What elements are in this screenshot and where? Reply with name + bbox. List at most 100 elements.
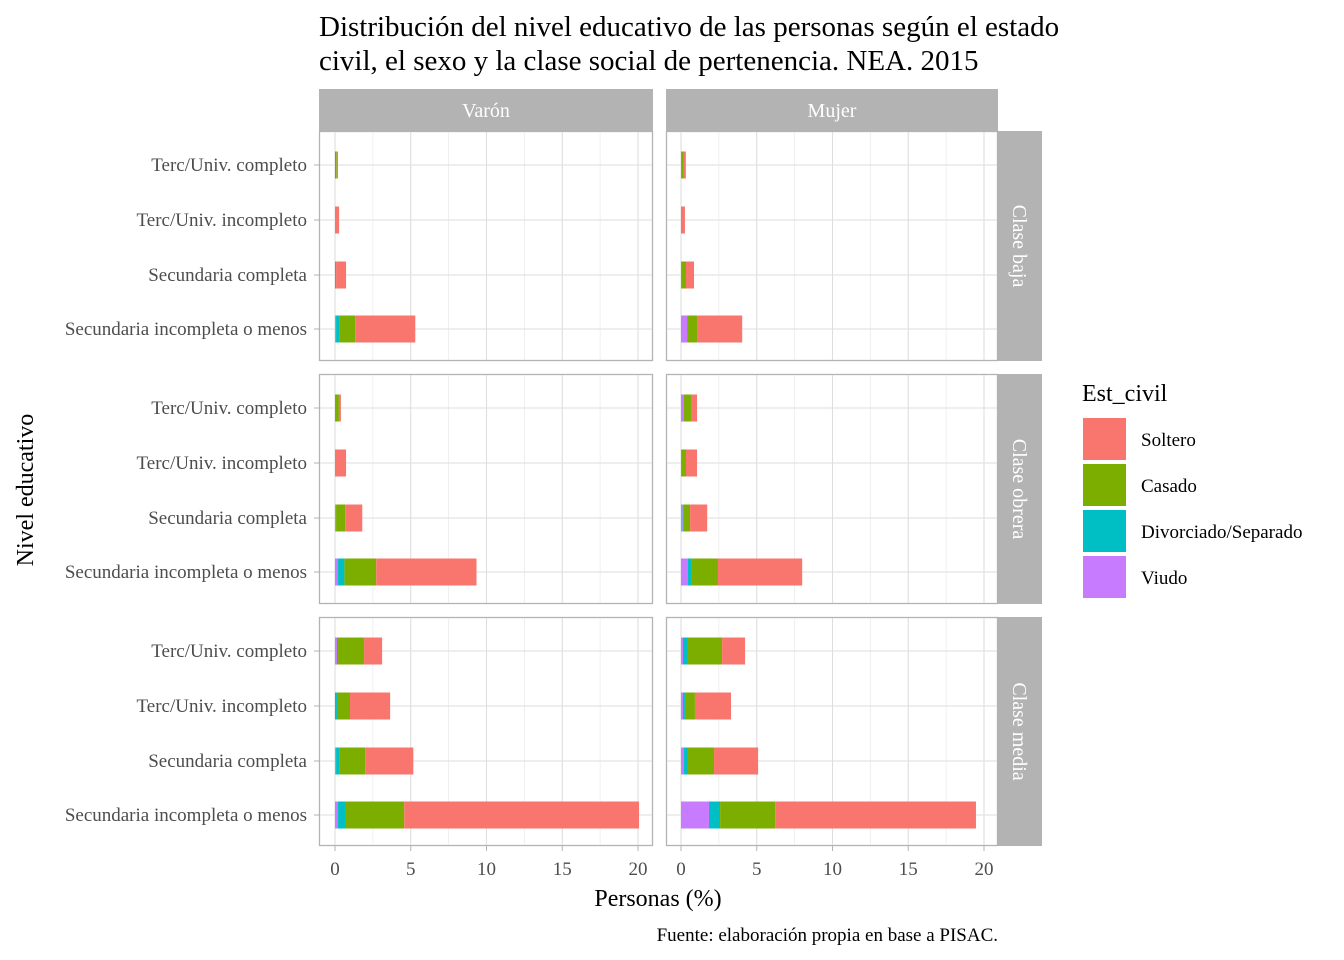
bar-segment-casado <box>338 637 365 665</box>
bar-segment-soltero <box>355 315 416 343</box>
x-tick-label: 5 <box>406 859 416 880</box>
caption: Fuente: elaboración propia en base a PIS… <box>657 925 998 946</box>
legend-key-viudo <box>1083 556 1126 598</box>
bar-segment-casado <box>683 504 691 532</box>
bar-segment-casado <box>339 315 356 343</box>
bar-segment-divorciado-separado <box>335 692 337 720</box>
x-tick-label: 15 <box>553 859 572 880</box>
bar-segment-casado <box>681 449 686 477</box>
bar-segment-divorciado-separado <box>338 801 345 829</box>
bar-segment-viudo <box>681 394 685 422</box>
bar-segment-soltero <box>335 449 347 477</box>
y-tick-label: Secundaria completa <box>148 265 307 286</box>
bar-segment-casado <box>681 261 686 289</box>
bar-segment-divorciado-separado <box>709 801 721 829</box>
bar-segment-divorciado-separado <box>336 315 340 343</box>
y-tick-label: Secundaria incompleta o menos <box>65 319 307 340</box>
bar-segment-soltero <box>683 151 686 179</box>
bar-segment-divorciado-separado <box>336 747 340 775</box>
bar-segment-viudo <box>335 637 337 665</box>
facet-strip-column <box>319 89 653 131</box>
y-tick-label: Secundaria incompleta o menos <box>65 562 307 583</box>
bar-segment-casado <box>687 747 715 775</box>
bar-segment-divorciado-separado <box>687 558 692 586</box>
bar-segment-soltero <box>681 206 685 234</box>
bar-segment-soltero <box>722 637 746 665</box>
bar-segment-viudo <box>681 747 685 775</box>
legend-title: Est_civil <box>1082 381 1168 407</box>
bar-segment-soltero <box>345 504 363 532</box>
bar-segment-casado <box>336 151 337 179</box>
bar-segment-casado <box>339 747 366 775</box>
bar-segment-soltero <box>714 747 759 775</box>
facet-strip-label: Clase baja <box>1008 205 1030 288</box>
y-tick-label: Secundaria completa <box>148 751 307 772</box>
bar-segment-soltero <box>365 747 414 775</box>
bar-segment-soltero <box>376 558 477 586</box>
bar-segment-soltero <box>697 315 743 343</box>
bar-segment-casado <box>336 504 346 532</box>
bar-segment-viudo <box>681 315 688 343</box>
bar-segment-soltero <box>338 394 341 422</box>
bar-segment-casado <box>687 637 723 665</box>
facet-strip-label: Mujer <box>808 100 857 122</box>
y-tick-label: Terc/Univ. completo <box>151 641 307 662</box>
bar-segment-casado <box>684 394 691 422</box>
bar-segment-casado <box>687 315 698 343</box>
bar-segment-casado <box>336 692 350 720</box>
bar-segment-viudo <box>681 692 683 720</box>
bar-segment-divorciado-separado <box>335 151 337 179</box>
legend-key-casado <box>1083 464 1126 506</box>
chart-title-line: civil, el sexo y la clase social de pert… <box>319 45 979 77</box>
bar-segment-viudo <box>681 637 683 665</box>
bar-segment-casado <box>681 206 682 234</box>
legend-key-divorciado-separado <box>1083 510 1126 552</box>
y-tick-label: Terc/Univ. incompleto <box>137 453 308 474</box>
x-tick-label: 5 <box>752 859 762 880</box>
bar-segment-viudo <box>681 801 710 829</box>
bar-segment-divorciado-separado <box>681 151 682 179</box>
y-tick-label: Terc/Univ. incompleto <box>137 696 308 717</box>
y-axis-title: Nivel educativo <box>13 414 39 567</box>
bar-segment-divorciado-separado <box>682 692 685 720</box>
x-axis-title: Personas (%) <box>594 886 721 912</box>
chart-title-line: Distribución del nivel educativo de las … <box>319 11 1059 43</box>
bar-segment-soltero <box>335 206 340 234</box>
y-tick-label: Terc/Univ. incompleto <box>137 210 308 231</box>
bar-segment-casado <box>335 394 339 422</box>
bar-segment-viudo <box>335 504 337 532</box>
x-tick-label: 20 <box>975 859 994 880</box>
x-tick-label: 10 <box>477 859 496 880</box>
bar-segment-divorciado-separado <box>681 449 682 477</box>
x-tick-label: 0 <box>330 859 340 880</box>
bar-segment-divorciado-separado <box>338 558 345 586</box>
bar-segment-soltero <box>364 637 383 665</box>
facet-strip-row <box>998 131 1042 361</box>
bar-segment-divorciado-separado <box>684 747 688 775</box>
bar-segment-viudo <box>681 558 688 586</box>
x-tick-label: 0 <box>676 859 686 880</box>
bar-segment-divorciado-separado <box>336 637 339 665</box>
bar-segment-casado <box>335 261 337 289</box>
bar-segment-casado <box>720 801 776 829</box>
facet-strip-label: Clase media <box>1008 682 1030 780</box>
bar-segment-soltero <box>694 692 731 720</box>
bar-segment-soltero <box>349 692 391 720</box>
bar-segment-soltero <box>404 801 640 829</box>
bar-segment-casado <box>691 558 718 586</box>
facet-strip-label: Varón <box>462 100 510 122</box>
bar-segment-soltero <box>775 801 976 829</box>
bar-segment-divorciado-separado <box>682 504 684 532</box>
legend-label: Soltero <box>1141 430 1196 451</box>
y-tick-label: Terc/Univ. completo <box>151 155 307 176</box>
legend-label: Divorciado/Separado <box>1141 522 1302 543</box>
y-tick-label: Terc/Univ. completo <box>151 398 307 419</box>
bar-segment-casado <box>684 692 695 720</box>
facet-strip-column <box>666 89 998 131</box>
bar-segment-viudo <box>335 747 337 775</box>
bar-segment-viudo <box>335 558 339 586</box>
bar-segment-soltero <box>336 261 347 289</box>
bar-segment-casado <box>344 558 377 586</box>
bar-segment-viudo <box>681 504 683 532</box>
